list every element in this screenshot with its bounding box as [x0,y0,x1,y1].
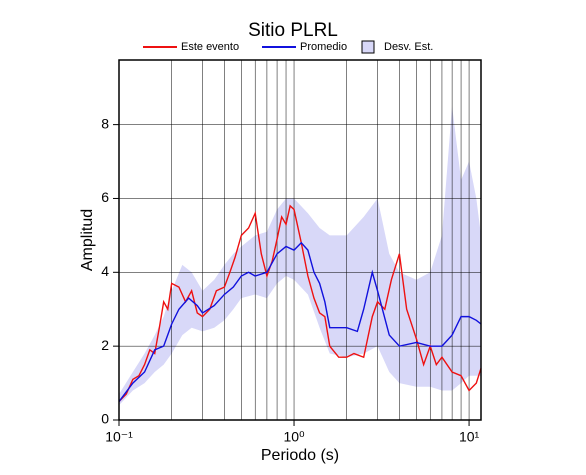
x-tick-label: 10⁰ [283,429,305,445]
y-tick-label: 8 [101,115,109,131]
y-tick-label: 6 [101,189,109,205]
y-axis-label: Amplitud [79,209,96,271]
std-band [119,106,481,406]
series-line [118,241,482,402]
plot-frame [118,59,482,421]
legend-label: Este evento [181,41,239,53]
y-tick-label: 4 [101,263,109,279]
legend-swatch [361,40,375,54]
x-axis-label: Periodo (s) [261,447,339,464]
chart-title: Sitio PLRL [248,20,338,41]
y-tick-label: 2 [101,337,109,353]
y-tick-label: 0 [101,411,109,427]
legend-label: Desv. Est. [384,41,433,53]
x-tick-label: 10¹ [459,429,480,445]
legend-label: Promedio [300,41,347,53]
x-tick-label: 10⁻¹ [105,429,133,445]
series-line [118,204,482,403]
